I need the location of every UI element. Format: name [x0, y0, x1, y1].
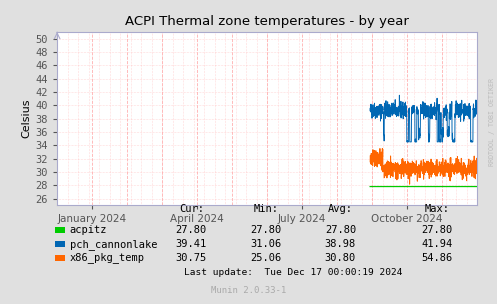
Text: 39.41: 39.41	[176, 239, 207, 249]
Text: Cur:: Cur:	[179, 204, 204, 214]
Text: 41.94: 41.94	[422, 239, 453, 249]
Title: ACPI Thermal zone temperatures - by year: ACPI Thermal zone temperatures - by year	[125, 15, 409, 28]
Text: x86_pkg_temp: x86_pkg_temp	[70, 252, 145, 263]
Text: 27.80: 27.80	[250, 226, 281, 235]
Text: Last update:  Tue Dec 17 00:00:19 2024: Last update: Tue Dec 17 00:00:19 2024	[184, 268, 403, 277]
Text: Min:: Min:	[253, 204, 278, 214]
Y-axis label: Celsius: Celsius	[21, 99, 31, 138]
Text: 30.75: 30.75	[176, 253, 207, 263]
Text: Munin 2.0.33-1: Munin 2.0.33-1	[211, 286, 286, 295]
Text: 31.06: 31.06	[250, 239, 281, 249]
Text: acpitz: acpitz	[70, 226, 107, 235]
Text: 38.98: 38.98	[325, 239, 356, 249]
Text: 27.80: 27.80	[325, 226, 356, 235]
Text: 25.06: 25.06	[250, 253, 281, 263]
Text: Max:: Max:	[425, 204, 450, 214]
Text: 30.80: 30.80	[325, 253, 356, 263]
Text: Avg:: Avg:	[328, 204, 353, 214]
Text: RRDTOOL / TOBI OETIKER: RRDTOOL / TOBI OETIKER	[489, 78, 495, 166]
Text: 27.80: 27.80	[422, 226, 453, 235]
Text: pch_cannonlake: pch_cannonlake	[70, 239, 157, 250]
Text: 54.86: 54.86	[422, 253, 453, 263]
Text: 27.80: 27.80	[176, 226, 207, 235]
